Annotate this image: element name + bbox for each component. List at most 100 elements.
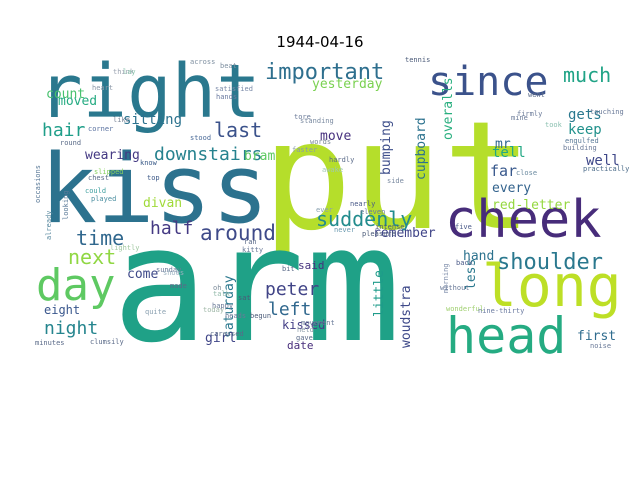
word-put: put bbox=[262, 90, 533, 264]
page-title: 1944-04-16 bbox=[276, 33, 364, 51]
word-mine: mine bbox=[511, 114, 528, 122]
word-heads: heads bbox=[225, 312, 246, 320]
word-right: right bbox=[38, 49, 261, 135]
word-oh: oh bbox=[213, 284, 221, 292]
word-woudstra: woudstra bbox=[399, 285, 414, 348]
word-tore: tore bbox=[294, 113, 311, 121]
word-practically: practically bbox=[583, 165, 629, 173]
word-since: since bbox=[428, 59, 548, 105]
word-looking: looking bbox=[62, 190, 70, 220]
word-kitty: kitty bbox=[242, 246, 263, 254]
word-noise: noise bbox=[590, 342, 611, 350]
word-peter: peter bbox=[265, 279, 319, 300]
word-red-letter: red-letter bbox=[492, 198, 570, 213]
word-first: first bbox=[577, 329, 616, 344]
word-hardly: hardly bbox=[329, 156, 354, 164]
word-faster: faster bbox=[292, 146, 317, 154]
word-shoulder: shoulder bbox=[497, 250, 603, 275]
word-touching: touching bbox=[590, 108, 624, 116]
word-gave: gave bbox=[296, 334, 313, 342]
word-said: said bbox=[298, 259, 325, 272]
word-already: already bbox=[45, 210, 53, 240]
word-pleasure: pleasure bbox=[362, 230, 396, 238]
word-suddenly: suddenly bbox=[316, 207, 412, 231]
word-kissed: kissed bbox=[282, 318, 325, 332]
word-bit: bit bbox=[282, 265, 295, 273]
word-chest: chest bbox=[88, 174, 109, 182]
word-words: words bbox=[310, 138, 331, 146]
word-stood: stood bbox=[190, 134, 211, 142]
word-night: night bbox=[44, 318, 98, 339]
word-could: could bbox=[85, 187, 106, 195]
word-yesterday: yesterday bbox=[312, 77, 383, 92]
word-took: took bbox=[545, 121, 563, 129]
word-wonderful: wonderful bbox=[446, 305, 484, 313]
word-made: made bbox=[170, 282, 187, 290]
word-shoes: shoes bbox=[163, 269, 184, 277]
word-tennis: tennis bbox=[405, 56, 430, 64]
word-played: played bbox=[91, 195, 116, 203]
word-happy: happy bbox=[212, 302, 233, 310]
word-awake: awake bbox=[322, 166, 343, 174]
word-side: side bbox=[387, 177, 404, 185]
word-long: long bbox=[482, 252, 622, 320]
word-standing: standing bbox=[300, 117, 334, 125]
word-well: well bbox=[586, 153, 620, 169]
word-ran: ran bbox=[244, 238, 257, 246]
word-left: left bbox=[268, 299, 311, 320]
word-talk: talk bbox=[213, 290, 231, 298]
word-day: day bbox=[36, 260, 115, 311]
word-never: never bbox=[334, 226, 355, 234]
word-know: know bbox=[140, 159, 158, 167]
word-remember: remember bbox=[373, 226, 436, 241]
word-less: less bbox=[464, 259, 479, 290]
word-eight: eight bbox=[44, 303, 80, 317]
word-top: top bbox=[147, 174, 160, 182]
word-tell: tell bbox=[492, 145, 526, 161]
word-five: five bbox=[455, 223, 472, 231]
word-sunday: sunday bbox=[156, 266, 181, 274]
word-without: without bbox=[440, 284, 470, 292]
word-caressed: caressed bbox=[210, 330, 244, 338]
word-cheek: cheek bbox=[445, 190, 602, 250]
word-heart: heart bbox=[92, 84, 113, 92]
word-cupboard: cupboard bbox=[414, 117, 429, 180]
word-nine-thirty: nine-thirty bbox=[478, 307, 524, 315]
word-today: today bbox=[203, 306, 224, 314]
word-divan: divan bbox=[143, 196, 182, 211]
word-come: come bbox=[127, 267, 158, 282]
word-slipped: slipped bbox=[94, 168, 124, 176]
word-engulfed: engulfed bbox=[565, 137, 599, 145]
word-date: date bbox=[287, 339, 314, 352]
word-satisfied: satisfied bbox=[215, 85, 253, 93]
word-occasions: occasions bbox=[34, 165, 42, 203]
word-intense: intense bbox=[375, 223, 405, 231]
word-corner: corner bbox=[88, 125, 113, 133]
word-girl: girl bbox=[205, 331, 236, 346]
word-ever: ever bbox=[316, 206, 333, 214]
word-morning: morning bbox=[442, 263, 450, 293]
word-think: think bbox=[113, 68, 135, 76]
word-bumping: bumping bbox=[379, 120, 394, 175]
word-kiss: kiss bbox=[40, 135, 269, 245]
word-minutes: minutes bbox=[35, 339, 65, 347]
word-count: count bbox=[46, 87, 85, 102]
word-every: every bbox=[492, 181, 531, 196]
word-mr: mr bbox=[495, 137, 511, 152]
word-begun: begun bbox=[250, 312, 271, 320]
word-downstairs: downstairs bbox=[154, 144, 262, 165]
word-gets: gets bbox=[568, 107, 602, 123]
word-round: round bbox=[60, 139, 81, 147]
word-bram: bram bbox=[244, 149, 275, 164]
word-lay: lay bbox=[123, 68, 136, 76]
word-went: went bbox=[528, 91, 545, 99]
word-beat: beat bbox=[220, 62, 237, 70]
word-important: important bbox=[265, 60, 384, 85]
word-building: building bbox=[563, 144, 597, 152]
word-back: back bbox=[456, 259, 474, 267]
word-nearly: nearly bbox=[350, 200, 375, 208]
word-moved: moved bbox=[58, 94, 97, 109]
word-hands: hands bbox=[216, 93, 237, 101]
word-head: head bbox=[446, 307, 566, 365]
word-close: close bbox=[516, 169, 537, 177]
